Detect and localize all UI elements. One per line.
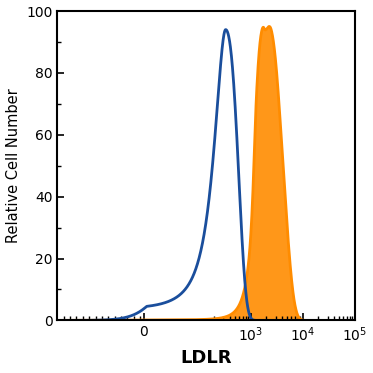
Y-axis label: Relative Cell Number: Relative Cell Number [6, 88, 21, 243]
X-axis label: LDLR: LDLR [180, 350, 232, 367]
